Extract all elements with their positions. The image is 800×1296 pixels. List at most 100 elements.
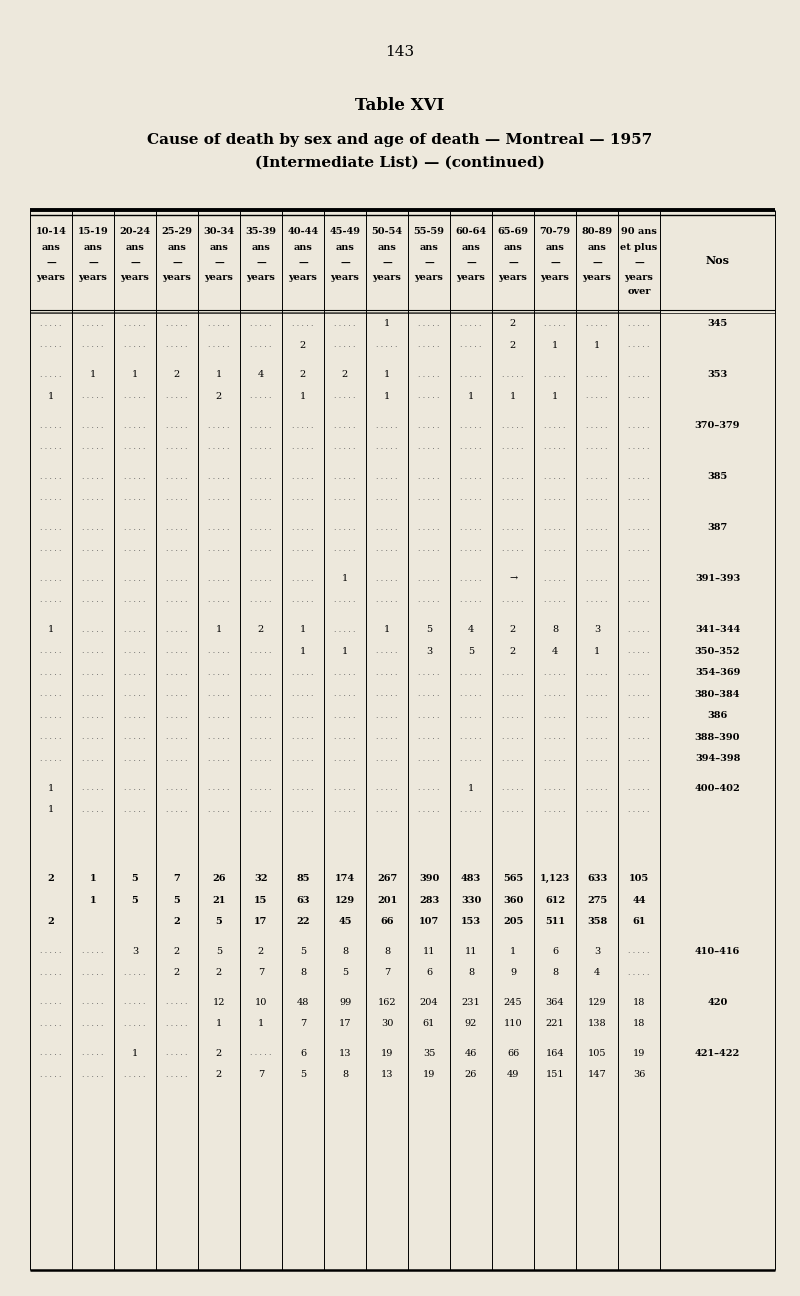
Text: 50-54: 50-54 xyxy=(371,228,402,236)
Text: . . . . .: . . . . . xyxy=(124,341,146,349)
Text: . . . . .: . . . . . xyxy=(628,393,650,400)
Text: Table XVI: Table XVI xyxy=(355,96,445,114)
Text: 12: 12 xyxy=(213,998,226,1007)
Text: . . . . .: . . . . . xyxy=(208,669,230,677)
Text: . . . . .: . . . . . xyxy=(334,546,356,553)
Text: 45: 45 xyxy=(338,918,352,927)
Text: 4: 4 xyxy=(258,371,264,380)
Text: 353: 353 xyxy=(707,371,728,380)
Text: . . . . .: . . . . . xyxy=(502,784,524,792)
Text: 1: 1 xyxy=(216,1019,222,1028)
Text: . . . . .: . . . . . xyxy=(544,371,566,378)
Text: . . . . .: . . . . . xyxy=(628,784,650,792)
Text: . . . . .: . . . . . xyxy=(166,626,188,634)
Text: 511: 511 xyxy=(545,918,565,927)
Text: . . . . .: . . . . . xyxy=(40,1070,62,1078)
Text: . . . . .: . . . . . xyxy=(418,734,440,741)
Text: . . . . .: . . . . . xyxy=(376,734,398,741)
Text: . . . . .: . . . . . xyxy=(376,473,398,481)
Text: 15-19: 15-19 xyxy=(78,228,108,236)
Text: 66: 66 xyxy=(507,1048,519,1058)
Text: . . . . .: . . . . . xyxy=(334,691,356,699)
Text: —: — xyxy=(298,258,308,267)
Text: . . . . .: . . . . . xyxy=(628,968,650,977)
Text: . . . . .: . . . . . xyxy=(124,1020,146,1028)
Text: 1: 1 xyxy=(552,341,558,350)
Text: ans: ans xyxy=(462,244,481,253)
Text: 5: 5 xyxy=(216,918,222,927)
Text: . . . . .: . . . . . xyxy=(250,546,272,553)
Text: 2: 2 xyxy=(216,1070,222,1080)
Text: 1: 1 xyxy=(342,647,348,656)
Text: . . . . .: . . . . . xyxy=(418,320,440,328)
Text: 17: 17 xyxy=(254,918,268,927)
Text: 17: 17 xyxy=(338,1019,351,1028)
Text: . . . . .: . . . . . xyxy=(628,546,650,553)
Text: . . . . .: . . . . . xyxy=(376,784,398,792)
Text: . . . . .: . . . . . xyxy=(40,473,62,481)
Text: . . . . .: . . . . . xyxy=(502,754,524,763)
Text: 1: 1 xyxy=(90,896,96,905)
Text: 19: 19 xyxy=(423,1070,435,1080)
Text: . . . . .: . . . . . xyxy=(82,968,104,977)
Text: . . . . .: . . . . . xyxy=(418,393,440,400)
Text: . . . . .: . . . . . xyxy=(208,754,230,763)
Text: 61: 61 xyxy=(423,1019,435,1028)
Text: . . . . .: . . . . . xyxy=(250,393,272,400)
Text: . . . . .: . . . . . xyxy=(82,998,104,1006)
Text: . . . . .: . . . . . xyxy=(250,320,272,328)
Text: 565: 565 xyxy=(503,874,523,883)
Text: . . . . .: . . . . . xyxy=(502,734,524,741)
Text: . . . . .: . . . . . xyxy=(82,1070,104,1078)
Text: 2: 2 xyxy=(174,371,180,380)
Text: 387: 387 xyxy=(707,524,728,533)
Text: . . . . .: . . . . . xyxy=(124,596,146,604)
Text: years: years xyxy=(78,272,107,281)
Text: 22: 22 xyxy=(296,918,310,927)
Text: 4: 4 xyxy=(468,625,474,634)
Text: . . . . .: . . . . . xyxy=(502,691,524,699)
Text: 3: 3 xyxy=(594,625,600,634)
Text: . . . . .: . . . . . xyxy=(544,524,566,531)
Text: 2: 2 xyxy=(216,1048,222,1058)
Text: 5: 5 xyxy=(300,1070,306,1080)
Text: . . . . .: . . . . . xyxy=(40,1048,62,1058)
Text: 48: 48 xyxy=(297,998,309,1007)
Text: ans: ans xyxy=(419,244,438,253)
Text: . . . . .: . . . . . xyxy=(124,524,146,531)
Text: ans: ans xyxy=(42,244,61,253)
Text: ans: ans xyxy=(335,244,354,253)
Text: . . . . .: . . . . . xyxy=(376,712,398,719)
Text: 633: 633 xyxy=(587,874,607,883)
Text: . . . . .: . . . . . xyxy=(166,712,188,719)
Text: 138: 138 xyxy=(588,1019,606,1028)
Text: . . . . .: . . . . . xyxy=(586,473,608,481)
Text: 3: 3 xyxy=(594,946,600,955)
Text: . . . . .: . . . . . xyxy=(292,524,314,531)
Text: . . . . .: . . . . . xyxy=(418,371,440,378)
Text: 20-24: 20-24 xyxy=(119,228,150,236)
Text: . . . . .: . . . . . xyxy=(250,754,272,763)
Text: years: years xyxy=(541,272,570,281)
Text: . . . . .: . . . . . xyxy=(292,443,314,451)
Text: 2: 2 xyxy=(510,319,516,328)
Text: 21: 21 xyxy=(212,896,226,905)
Text: 1: 1 xyxy=(384,625,390,634)
Text: . . . . .: . . . . . xyxy=(82,421,104,430)
Text: . . . . .: . . . . . xyxy=(40,320,62,328)
Text: ans: ans xyxy=(294,244,313,253)
Text: . . . . .: . . . . . xyxy=(250,443,272,451)
Text: . . . . .: . . . . . xyxy=(586,574,608,583)
Text: . . . . .: . . . . . xyxy=(334,443,356,451)
Text: . . . . .: . . . . . xyxy=(208,784,230,792)
Text: . . . . .: . . . . . xyxy=(460,443,482,451)
Text: . . . . .: . . . . . xyxy=(418,784,440,792)
Text: ans: ans xyxy=(378,244,397,253)
Text: Nos: Nos xyxy=(706,254,730,266)
Text: 1: 1 xyxy=(384,371,390,380)
Text: 3: 3 xyxy=(426,647,432,656)
Text: . . . . .: . . . . . xyxy=(250,712,272,719)
Text: years: years xyxy=(205,272,234,281)
Text: . . . . .: . . . . . xyxy=(418,669,440,677)
Text: . . . . .: . . . . . xyxy=(334,421,356,430)
